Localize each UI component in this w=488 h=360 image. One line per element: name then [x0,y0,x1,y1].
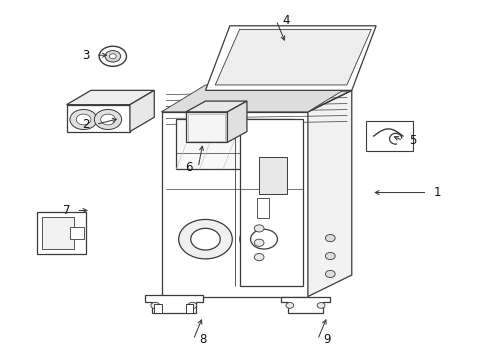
Polygon shape [215,30,370,85]
Text: 1: 1 [432,186,440,199]
Text: 6: 6 [184,161,192,174]
Bar [366,121,412,151]
Polygon shape [185,101,246,112]
Circle shape [250,229,277,249]
Circle shape [76,114,91,125]
Polygon shape [161,112,307,297]
Circle shape [178,220,232,259]
Text: 5: 5 [408,134,416,147]
Polygon shape [66,105,130,132]
Text: 7: 7 [62,204,70,217]
Bar [70,227,84,239]
Polygon shape [281,297,329,313]
Polygon shape [227,101,246,142]
Circle shape [109,54,116,59]
Circle shape [94,109,122,130]
Bar [185,304,193,313]
Text: 8: 8 [199,333,206,346]
Polygon shape [66,90,154,105]
Circle shape [325,234,334,242]
Text: 3: 3 [82,49,89,62]
Text: 2: 2 [82,118,90,131]
Circle shape [254,253,264,261]
Polygon shape [144,295,203,313]
Polygon shape [161,90,351,112]
Circle shape [105,50,121,62]
Polygon shape [161,85,351,112]
Circle shape [70,109,97,130]
Circle shape [101,114,115,125]
Text: 4: 4 [282,14,289,27]
Bar [256,198,268,218]
Bar [176,119,293,169]
Circle shape [254,225,264,232]
Bar [154,304,161,313]
Circle shape [285,302,293,308]
Bar [37,212,86,253]
Bar [188,114,224,140]
Text: 9: 9 [323,333,330,346]
Circle shape [187,302,196,309]
Circle shape [99,46,126,66]
Circle shape [325,270,334,278]
Polygon shape [307,90,351,297]
Polygon shape [185,112,227,142]
Circle shape [325,252,334,260]
Circle shape [254,239,264,246]
Circle shape [240,221,287,257]
Bar [258,157,286,194]
Bar [239,119,303,286]
Circle shape [151,302,159,309]
Circle shape [190,228,220,250]
Circle shape [317,302,325,308]
Bar [42,217,74,249]
Polygon shape [205,26,375,90]
Polygon shape [130,90,154,132]
